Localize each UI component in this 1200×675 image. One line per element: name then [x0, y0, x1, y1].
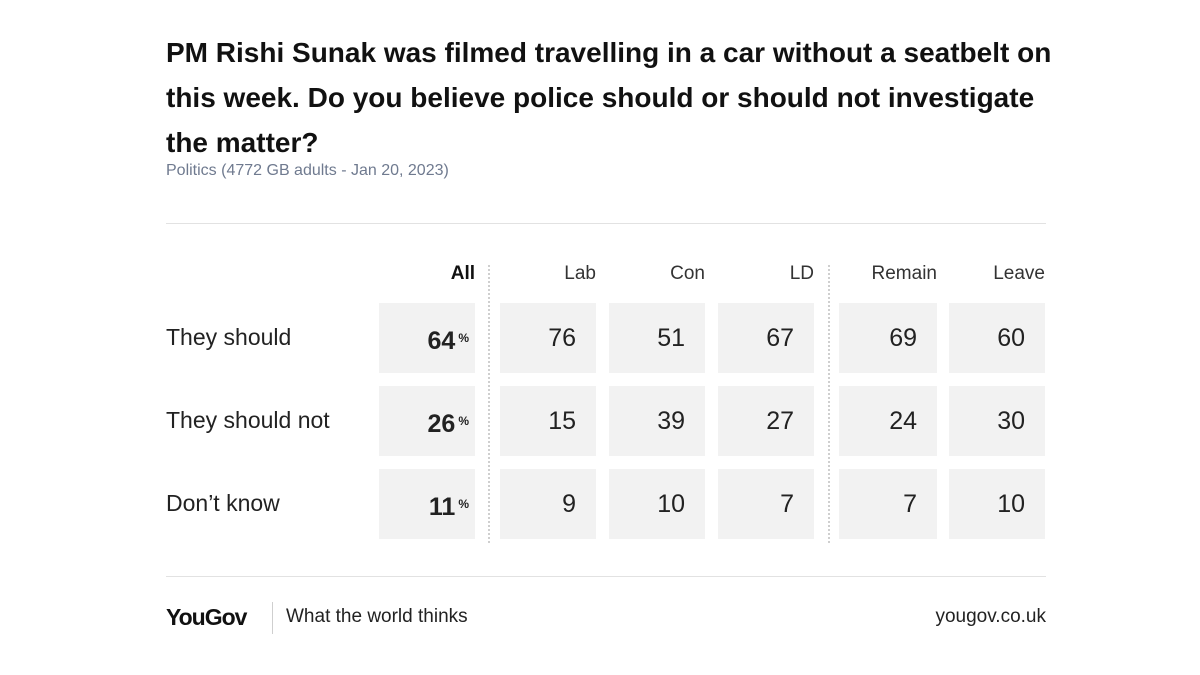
- column-header-all: All: [450, 263, 475, 284]
- percent-sign: %: [458, 331, 469, 345]
- column-header-con: Con: [670, 263, 705, 284]
- percent-sign: %: [458, 414, 469, 428]
- cell-they-should-not-lab: 15: [500, 386, 596, 456]
- cell-they-should-ld: 67: [718, 303, 814, 373]
- cell-they-should-not-leave: 30: [949, 386, 1045, 456]
- cell-don-t-know-leave: 10: [949, 469, 1045, 539]
- cell-don-t-know-ld: 7: [718, 469, 814, 539]
- cell-don-t-know-all: 11%: [379, 469, 475, 539]
- cell-value: 7: [780, 490, 794, 518]
- yougov-logo: YouGov: [166, 604, 247, 630]
- cell-don-t-know-con: 10: [609, 469, 705, 539]
- cell-value: 69: [889, 324, 917, 352]
- cell-value: 11: [428, 493, 456, 521]
- column-header-lab: Lab: [564, 263, 596, 284]
- cell-they-should-all: 64%: [379, 303, 475, 373]
- footer-tagline: What the world thinks: [286, 606, 468, 627]
- cell-they-should-con: 51: [609, 303, 705, 373]
- row-label-don-t-know: Don’t know: [166, 490, 280, 516]
- cell-value: 7: [903, 490, 917, 518]
- cell-value: 15: [548, 407, 576, 435]
- cell-they-should-leave: 60: [949, 303, 1045, 373]
- chart-title: PM Rishi Sunak was filmed travelling in …: [166, 37, 1052, 158]
- top-divider: [166, 223, 1046, 224]
- cell-value: 64: [427, 327, 456, 355]
- column-header-remain: Remain: [871, 263, 937, 284]
- cell-value: 60: [997, 324, 1025, 352]
- cell-value: 10: [997, 490, 1025, 518]
- cell-don-t-know-remain: 7: [839, 469, 937, 539]
- chart-subtitle: Politics (4772 GB adults - Jan 20, 2023): [166, 162, 449, 179]
- column-header-ld: LD: [789, 263, 814, 284]
- group-divider: [828, 265, 830, 543]
- cell-they-should-not-ld: 27: [718, 386, 814, 456]
- row-label-they-should: They should: [166, 324, 292, 350]
- cell-value: 26: [427, 410, 456, 438]
- row-label-they-should-not: They should not: [166, 407, 330, 433]
- cell-value: 76: [548, 324, 576, 352]
- cell-don-t-know-lab: 9: [500, 469, 596, 539]
- bottom-divider: [166, 576, 1046, 577]
- cell-value: 9: [562, 490, 576, 518]
- cell-value: 67: [766, 324, 794, 352]
- cell-they-should-not-remain: 24: [839, 386, 937, 456]
- cell-they-should-lab: 76: [500, 303, 596, 373]
- cell-value: 24: [889, 407, 917, 435]
- cell-they-should-not-all: 26%: [379, 386, 475, 456]
- cell-value: 39: [657, 407, 685, 435]
- footer-separator: [272, 602, 273, 634]
- cell-value: 30: [997, 407, 1025, 435]
- cell-value: 10: [657, 490, 685, 518]
- cell-value: 51: [657, 324, 685, 352]
- cell-they-should-not-con: 39: [609, 386, 705, 456]
- cell-value: 27: [766, 407, 794, 435]
- column-header-leave: Leave: [993, 263, 1045, 284]
- cell-they-should-remain: 69: [839, 303, 937, 373]
- percent-sign: %: [458, 497, 469, 511]
- footer-url: yougov.co.uk: [935, 606, 1046, 627]
- group-divider: [488, 265, 490, 543]
